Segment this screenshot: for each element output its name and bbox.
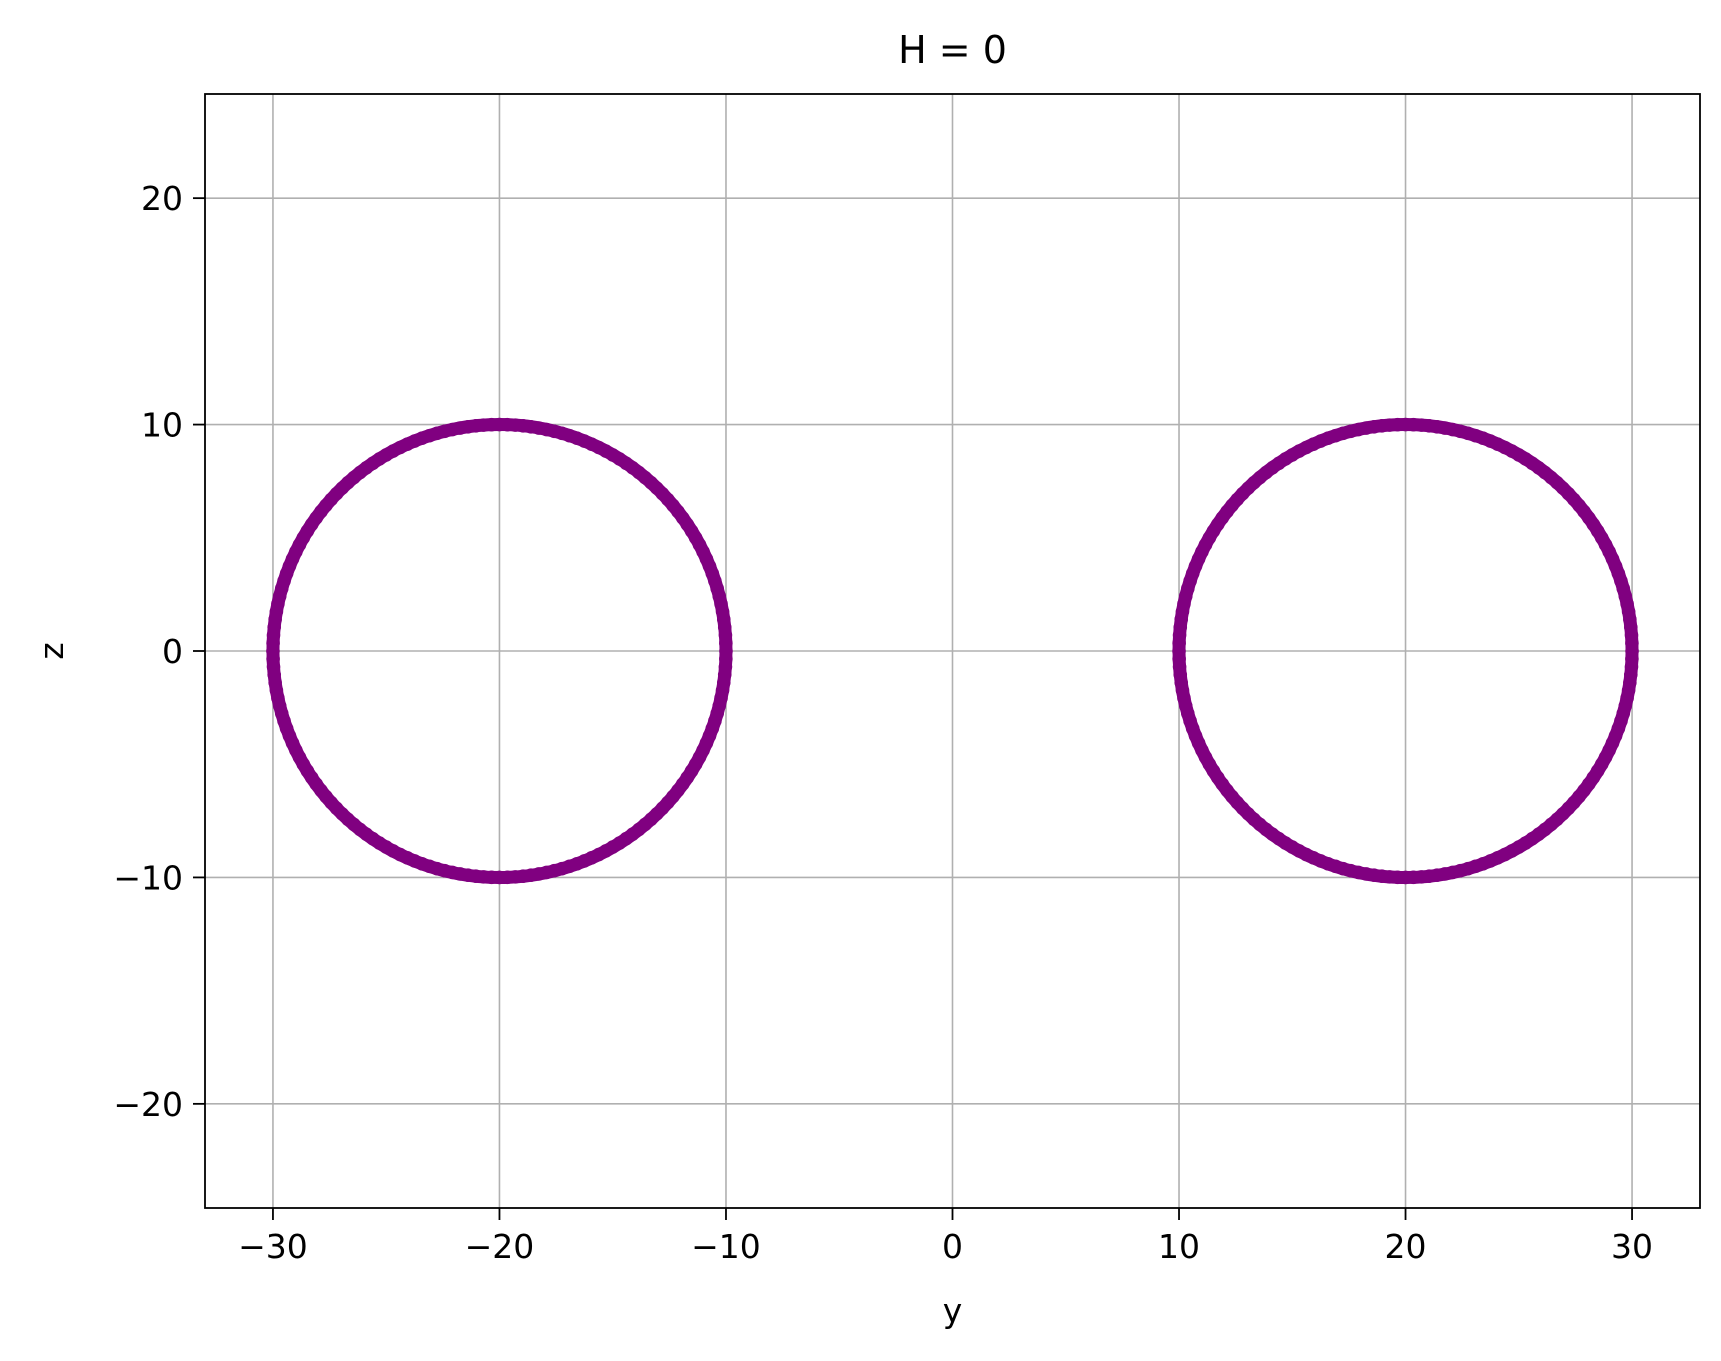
x-tick-label-5: 20: [1385, 1227, 1427, 1266]
y-tick-label-0: −20: [113, 1085, 183, 1124]
y-axis-ticks: −20 −10 0 10 20: [113, 179, 205, 1124]
y-tick-label-4: 20: [141, 179, 183, 218]
y-tick-label-3: 10: [141, 406, 183, 445]
chart-title: H = 0: [898, 28, 1007, 72]
y-axis-label: z: [32, 642, 71, 659]
x-tick-label-0: −30: [238, 1227, 308, 1266]
point-1-179: [1625, 652, 1639, 666]
series-layer: [266, 417, 1639, 885]
x-tick-label-4: 10: [1158, 1227, 1200, 1266]
y-tick-label-1: −10: [113, 858, 183, 897]
y-tick-label-2: 0: [162, 632, 183, 671]
point-0-179: [719, 652, 733, 666]
x-tick-label-3: 0: [942, 1227, 963, 1266]
x-tick-label-6: 30: [1611, 1227, 1653, 1266]
x-axis-label: y: [943, 1291, 963, 1330]
series-circle-0: [266, 417, 733, 885]
series-circle-1: [1172, 417, 1639, 885]
x-axis-ticks: −30 −20 −10 0 10 20 30: [238, 1208, 1653, 1266]
x-tick-label-1: −20: [465, 1227, 535, 1266]
x-tick-label-2: −10: [691, 1227, 761, 1266]
